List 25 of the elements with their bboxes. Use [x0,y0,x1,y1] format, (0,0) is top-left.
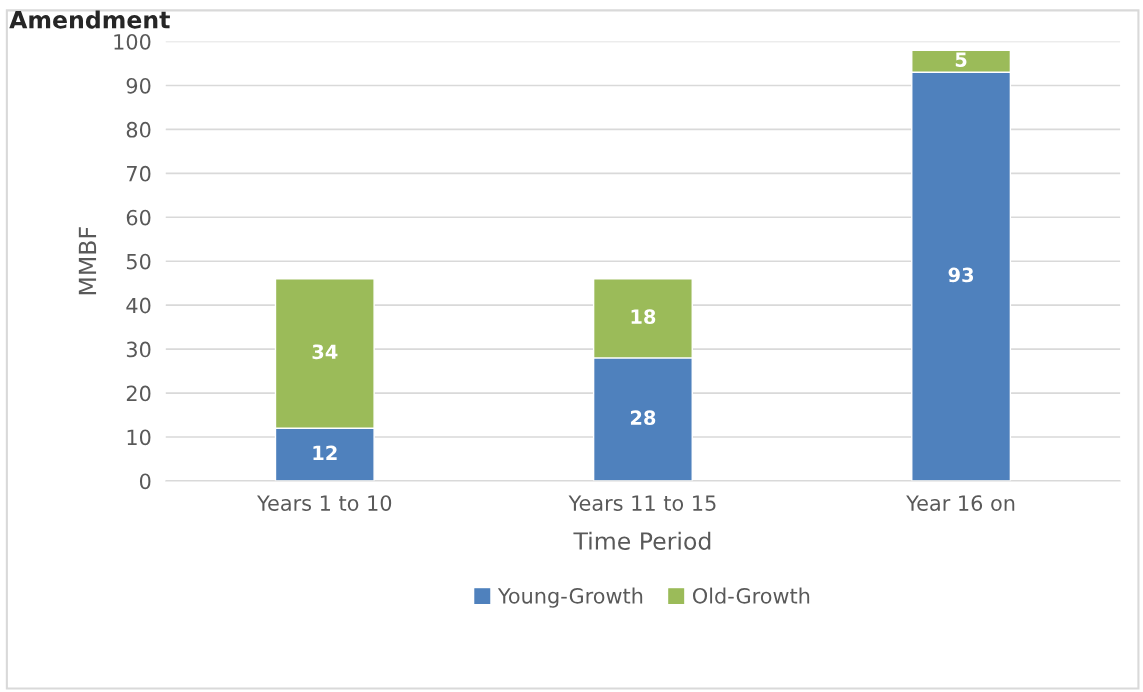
y-axis-title: MMBF [78,227,97,295]
y-tick-label: 10 [127,429,151,446]
x-tick-label: Years 11 to 15 [568,495,716,511]
data-label: 34 [312,344,338,360]
y-tick-label: 50 [126,253,151,270]
y-tick-label: 0 [139,473,151,490]
x-tick-label: Year 16 on [906,495,1015,511]
x-axis-title: Time Period [573,531,711,550]
y-tick-label: 100 [114,33,151,50]
legend-label: Young-Growth [497,587,643,608]
y-tick-label: 60 [126,209,151,226]
data-label: 93 [948,267,974,283]
y-tick-label: 40 [126,297,151,314]
data-label: 18 [631,309,656,324]
chart-title: Amendment [9,10,170,29]
data-label: 5 [955,52,967,67]
x-tick-label: Years 1 to 10 [257,495,392,511]
y-tick-label: 90 [126,77,151,94]
data-label: 28 [630,410,656,426]
y-tick-label: 20 [126,385,151,402]
y-tick-label: 70 [127,165,151,182]
y-tick-label: 30 [126,341,151,358]
legend-label: Old-Growth [692,587,810,604]
data-label: 12 [313,445,337,460]
y-tick-label: 80 [126,121,151,138]
